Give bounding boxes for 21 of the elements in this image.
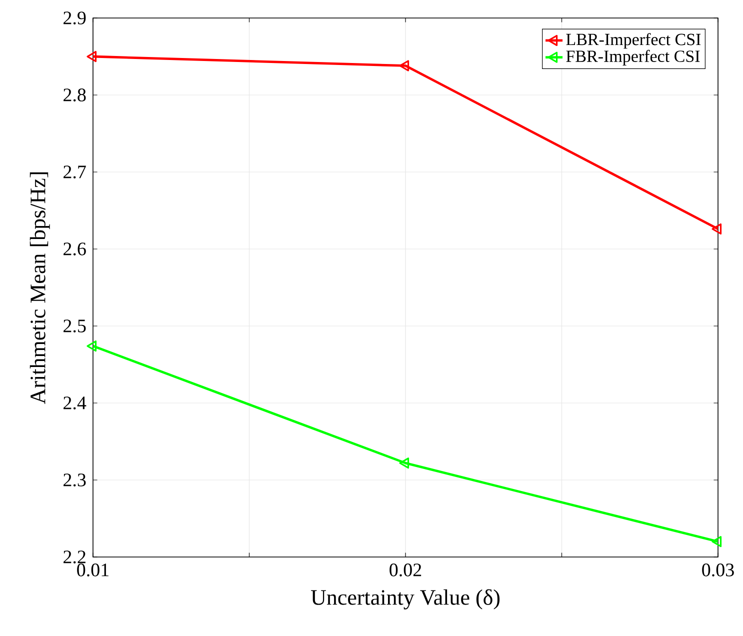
y-tick-label: 2.9 (64, 12, 86, 24)
y-tick-label: 2.8 (64, 88, 86, 102)
x-tick-label: 0.01 (77, 564, 108, 576)
point (399, 457, 410, 469)
y-axis-title: Arithmetic Mean [bps/Hz] (30, 172, 50, 404)
point (712, 536, 722, 548)
y-tick-label: 2.5 (64, 320, 86, 332)
point (86, 340, 97, 352)
y-tick-label: 2.3 (64, 474, 86, 486)
x-tick-label: 0.03 (702, 564, 734, 576)
legend-label: FBR-Imperfect CSI (566, 50, 700, 66)
point (399, 60, 410, 72)
y-tick-label: 2.7 (64, 166, 86, 178)
point (712, 223, 722, 235)
y-tick-label: 2.6 (64, 242, 86, 256)
y-tick-label: 2.4 (64, 396, 86, 410)
y-tick-label: 2.2 (64, 550, 86, 564)
x-tick-label: 0.02 (390, 564, 422, 576)
point (86, 50, 97, 62)
legend-label: LBR-Imperfect CSI (566, 33, 701, 49)
x-axis-title: Uncertainty Value (δ) (310, 589, 500, 610)
